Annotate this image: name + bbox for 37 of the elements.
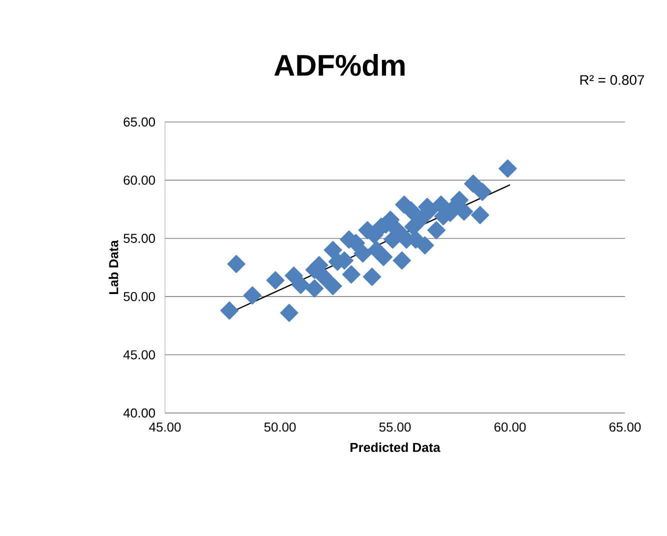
y-tick-label: 40.00 — [123, 408, 155, 418]
y-axis-title: Lab Data — [108, 240, 118, 294]
y-tick-label: 45.00 — [123, 350, 155, 360]
point — [227, 254, 246, 274]
x-tick-label: 45.00 — [149, 422, 181, 432]
point — [220, 301, 238, 320]
point — [266, 271, 284, 290]
y-tick-label: 50.00 — [124, 292, 155, 302]
point — [374, 248, 393, 266]
x-tick-label: 50.00 — [264, 422, 296, 432]
point — [243, 286, 262, 305]
point — [362, 268, 382, 286]
x-tick-label: 55.00 — [379, 422, 411, 432]
point — [292, 276, 310, 294]
point — [411, 210, 430, 229]
point — [324, 277, 342, 296]
point — [314, 268, 333, 286]
y-tick-label: 60.00 — [124, 176, 155, 185]
point — [354, 244, 372, 263]
point — [498, 159, 517, 178]
x-tick-label: 65.00 — [609, 422, 641, 432]
y-tick-label: 65.00 — [124, 117, 155, 127]
chart-title: ADF%dm — [274, 54, 405, 76]
point — [305, 279, 324, 298]
point — [324, 240, 342, 260]
point — [392, 251, 411, 270]
point — [342, 265, 360, 284]
text: R² = 0.807 — [580, 75, 644, 85]
point — [464, 174, 482, 193]
y-tick-label: 55.00 — [124, 234, 155, 243]
point — [284, 266, 303, 285]
point — [427, 221, 446, 240]
point — [473, 182, 492, 201]
x-tick-label: 60.00 — [494, 422, 526, 432]
point — [471, 206, 490, 224]
x-axis-title: Predicted Data — [350, 442, 440, 452]
point — [280, 304, 298, 322]
